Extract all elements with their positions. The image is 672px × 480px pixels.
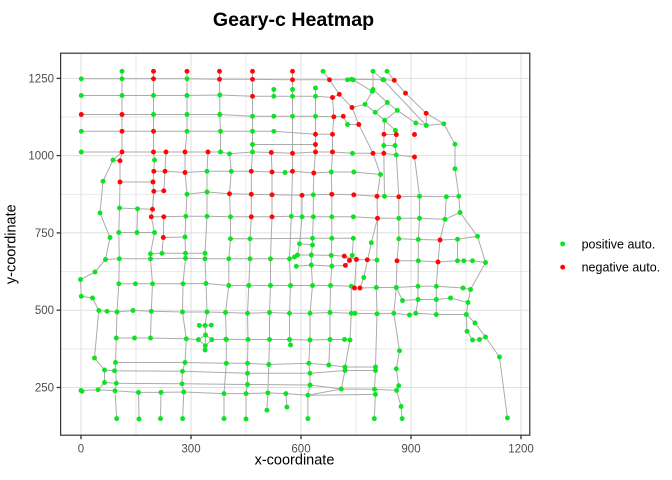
svg-text:250: 250 bbox=[35, 383, 54, 395]
svg-text:600: 600 bbox=[291, 444, 310, 456]
svg-text:negative auto.: negative auto. bbox=[582, 261, 661, 275]
svg-text:750: 750 bbox=[35, 228, 54, 240]
svg-text:1000: 1000 bbox=[28, 151, 54, 163]
svg-text:900: 900 bbox=[401, 444, 420, 456]
svg-text:1200: 1200 bbox=[508, 444, 534, 456]
svg-text:500: 500 bbox=[35, 305, 54, 317]
svg-text:0: 0 bbox=[78, 444, 84, 456]
svg-text:x-coordinate: x-coordinate bbox=[255, 453, 335, 469]
svg-text:positive auto.: positive auto. bbox=[582, 237, 656, 251]
svg-text:300: 300 bbox=[181, 444, 200, 456]
svg-text:Geary-c Heatmap: Geary-c Heatmap bbox=[213, 9, 374, 31]
svg-text:1250: 1250 bbox=[28, 73, 54, 85]
svg-text:y-coordinate: y-coordinate bbox=[4, 204, 20, 284]
